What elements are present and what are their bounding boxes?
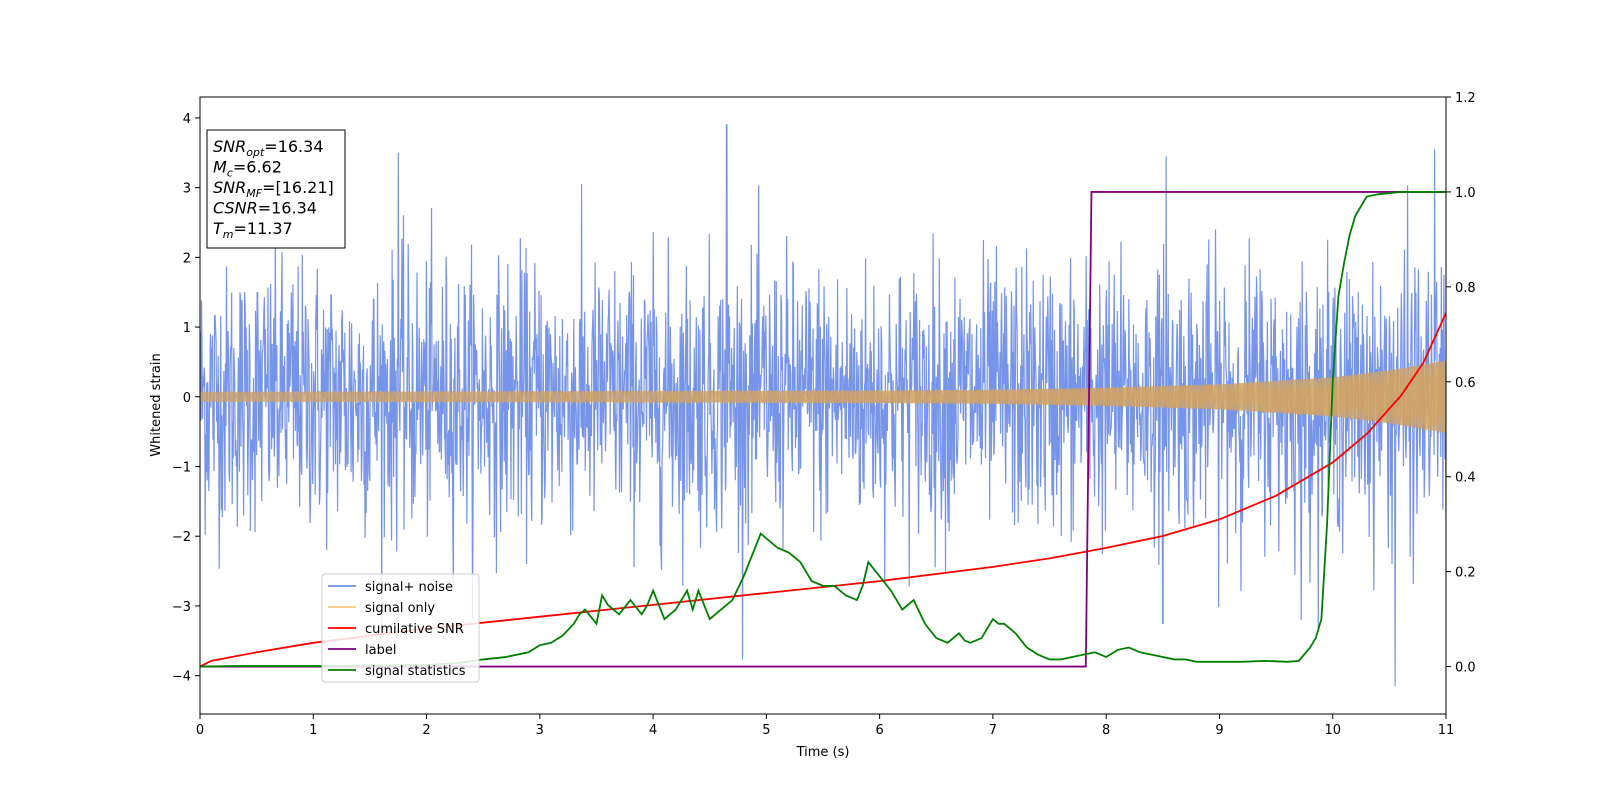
info-box: SNRopt=16.34Mc=6.62SNRMF=[16.21]CSNR=16.…: [206, 129, 346, 249]
ticks-layer: 0 1 2 3 4 5 6 7 8 9 10 11 −4 −3 −2 −1 0 1 2 3 4 0.0 0.2 0.4 0.6 0…: [172, 91, 1476, 738]
info-box-frame: [206, 129, 346, 249]
y-left-tick-label: 4: [183, 112, 191, 127]
y-axis-label: Whitened strain: [149, 353, 164, 456]
x-tick-label: 3: [536, 723, 544, 738]
x-tick-label: 7: [989, 723, 997, 738]
legend-label: cumilative SNR: [365, 622, 464, 637]
x-tick-label: 11: [1438, 723, 1455, 738]
info-line: SNRopt=16.34: [213, 137, 324, 159]
y-right-tick-label: 1.2: [1455, 91, 1476, 106]
y-right-tick-label: 0.6: [1455, 376, 1476, 391]
info-sub: MF: [246, 187, 262, 200]
info-var: CSNR: [213, 199, 258, 218]
y-left-tick-label: 1: [183, 321, 191, 336]
info-line: Tm=11.37: [213, 219, 293, 241]
info-var: T: [213, 219, 224, 238]
x-tick-label: 6: [875, 723, 883, 738]
y-right-tick-label: 0.4: [1455, 471, 1476, 486]
x-tick-label: 9: [1215, 723, 1223, 738]
info-line: Mc=6.62: [213, 158, 282, 180]
x-tick-label: 0: [196, 723, 204, 738]
y-left-tick-label: 0: [183, 391, 191, 406]
y-left-tick-label: −4: [172, 670, 191, 685]
info-value: =11.37: [234, 219, 293, 238]
info-sub: c: [227, 167, 233, 180]
x-tick-label: 5: [762, 723, 770, 738]
info-line: CSNR=16.34: [213, 199, 317, 218]
y-right-tick-label: 0.2: [1455, 566, 1476, 581]
info-line: SNRMF=[16.21]: [213, 178, 334, 200]
info-value: =16.34: [258, 199, 317, 218]
x-tick-label: 2: [422, 723, 430, 738]
legend-label: signal only: [365, 601, 435, 616]
x-tick-label: 1: [309, 723, 317, 738]
y-left-tick-label: 3: [183, 182, 191, 197]
x-tick-label: 8: [1102, 723, 1110, 738]
x-tick-label: 10: [1324, 723, 1341, 738]
legend-label: label: [365, 643, 396, 658]
x-tick-label: 4: [649, 723, 657, 738]
info-sub: opt: [246, 146, 265, 159]
legend: signal+ noise signal only cumilative SNR la…: [321, 573, 480, 683]
y-left-tick-label: −1: [172, 461, 191, 476]
y-right-tick-label: 0.8: [1455, 281, 1476, 296]
series-signal-statistics: [200, 191, 1446, 668]
legend-frame: [321, 573, 480, 683]
legend-label: signal+ noise: [365, 580, 453, 595]
y-left-tick-label: −3: [172, 600, 191, 615]
x-axis-label: Time (s): [796, 745, 850, 760]
y-right-tick-label: 0.0: [1455, 661, 1476, 676]
plot-frame: [199, 96, 1447, 715]
y-left-tick-label: 2: [183, 251, 191, 266]
y-right-tick-label: 1.0: [1455, 186, 1476, 201]
info-sub: m: [223, 228, 234, 241]
y-left-tick-label: −2: [172, 530, 191, 545]
info-value: =[16.21]: [262, 178, 334, 197]
info-value: =16.34: [264, 137, 323, 156]
info-value: =6.62: [233, 158, 282, 177]
legend-label: signal statistics: [365, 664, 466, 679]
signal-only-envelope: [200, 360, 1446, 434]
info-var: SNR: [213, 137, 246, 156]
info-var: M: [213, 158, 227, 177]
info-var: SNR: [213, 178, 246, 197]
series-label: [200, 191, 1446, 668]
